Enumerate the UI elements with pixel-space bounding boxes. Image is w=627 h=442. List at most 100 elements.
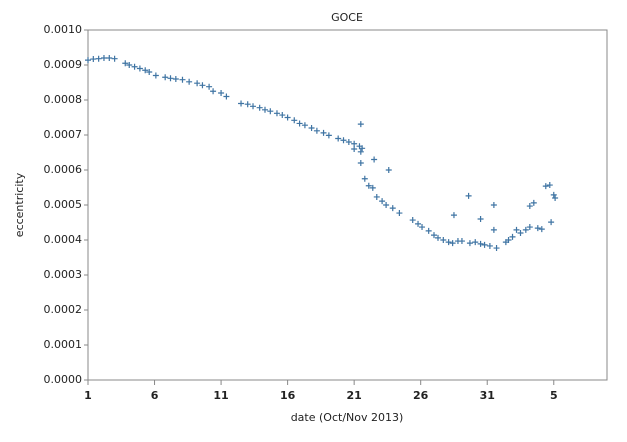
point [206,83,213,90]
point [415,220,422,227]
point [90,56,97,63]
point [379,198,386,205]
point [210,88,217,95]
x-tick-label: 16 [280,389,296,402]
y-tick-label: 0.0001 [44,338,83,351]
point [409,217,416,224]
point [199,82,206,89]
y-tick-label: 0.0005 [44,198,83,211]
point [267,108,274,115]
point [517,230,524,236]
point [359,145,366,152]
point [477,216,484,222]
point [223,93,230,100]
point [194,80,201,87]
point [389,205,396,212]
point [530,199,537,206]
point [465,192,472,199]
point [425,227,432,234]
point [100,55,107,61]
point [320,129,327,136]
point [357,160,364,166]
point [142,67,149,74]
point [431,232,437,239]
point [466,240,473,247]
point [250,103,257,110]
point [357,148,364,155]
point [146,69,153,75]
point [546,182,553,189]
point [325,132,332,139]
point [385,167,392,173]
point [345,139,352,145]
point [279,112,286,119]
point [256,104,263,111]
point [106,55,113,61]
point [542,183,549,190]
point [335,135,342,142]
point [434,234,441,241]
point [526,224,533,231]
x-axis-label: date (Oct/Nov 2013) [291,411,404,424]
point [449,240,456,247]
point [218,90,225,96]
point [152,72,159,79]
point [538,226,545,233]
y-tick-label: 0.0008 [44,93,83,106]
point [126,62,133,68]
point [373,193,380,200]
point [550,191,557,198]
x-tick-label: 26 [413,389,429,402]
point [179,76,186,83]
point [509,233,516,240]
point [552,195,559,201]
point [291,117,298,124]
point [371,156,378,163]
point [513,226,520,233]
point [95,55,102,62]
point [477,240,484,247]
point [351,140,358,147]
point [383,202,390,208]
point [162,74,169,81]
point [85,57,91,64]
plot-frame [87,29,608,381]
x-tick-label: 11 [213,389,228,402]
point [526,203,533,210]
point [493,245,500,252]
y-axis-label: eccentricity [13,172,26,237]
point [308,125,315,131]
y-tick-label: 0.0000 [44,373,83,386]
point [273,110,280,117]
point [131,63,138,70]
point [522,226,529,233]
y-tick-label: 0.0009 [44,58,83,71]
point [172,76,179,82]
chart-title: GOCE [331,11,363,24]
point [419,224,426,231]
point [361,175,368,182]
point [450,212,457,219]
point [458,238,465,245]
point [284,114,291,121]
point [136,65,143,72]
point [296,120,303,127]
point [534,225,541,232]
point [313,127,320,134]
point [445,239,452,246]
point [440,237,447,243]
y-tick-label: 0.0006 [44,163,83,176]
point [396,210,403,217]
point [481,241,488,248]
y-tick-label: 0.0007 [44,128,83,141]
point [340,137,347,144]
point [186,78,193,85]
point [490,226,497,233]
y-tick-label: 0.0004 [44,233,83,246]
point [472,239,479,246]
y-tick-label: 0.0003 [44,268,83,281]
point [490,202,497,208]
point [301,122,308,129]
point [369,184,376,191]
